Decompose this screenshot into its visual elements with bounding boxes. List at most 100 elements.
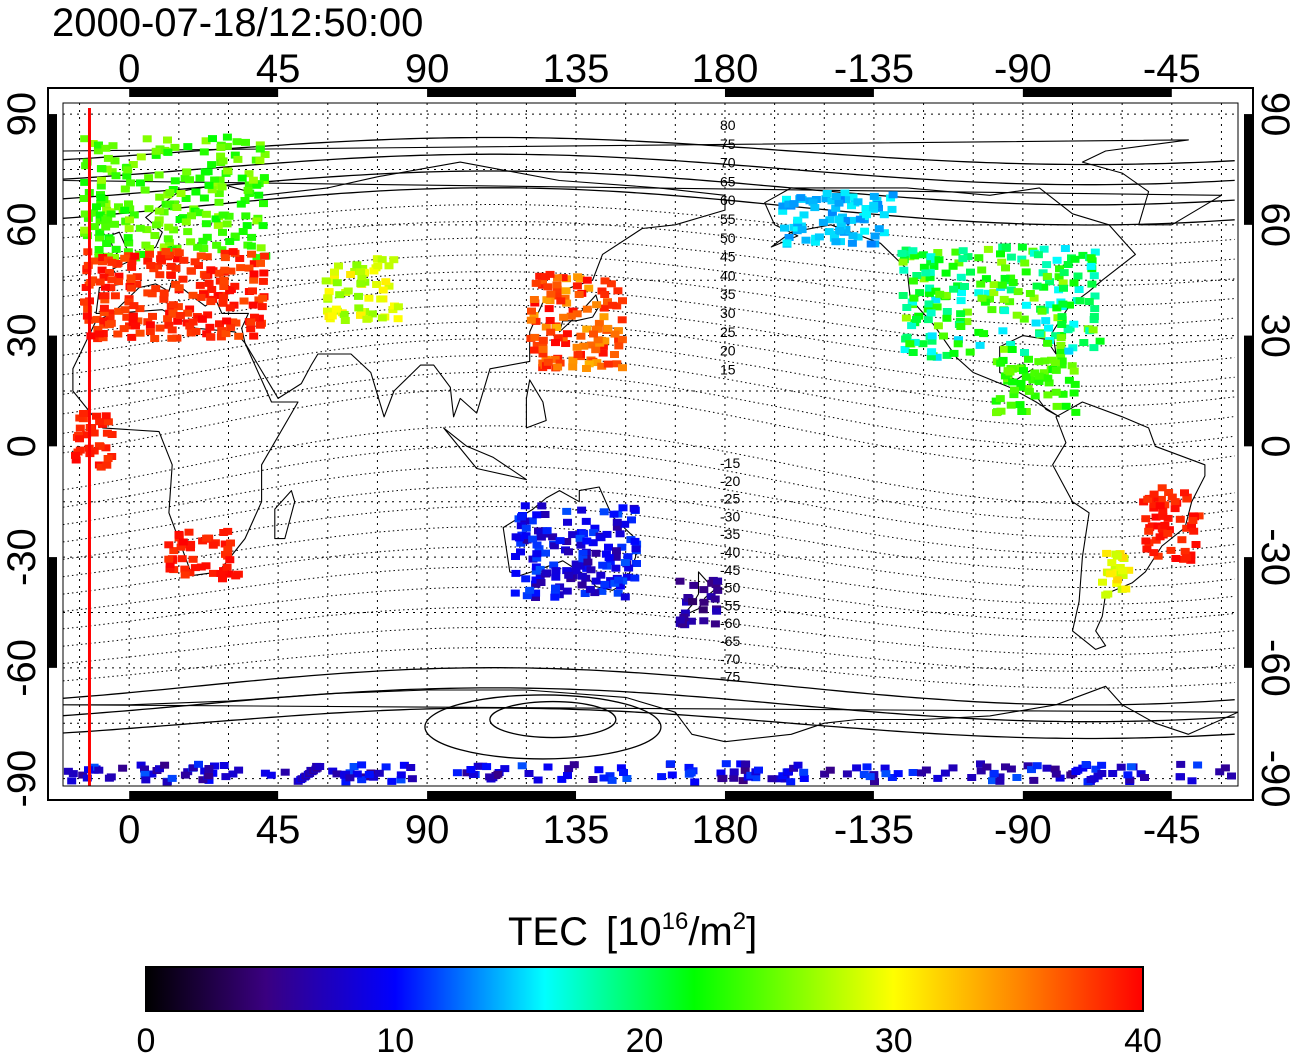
- tec-point: [957, 289, 966, 297]
- tec-point: [927, 348, 937, 356]
- tec-point: [836, 238, 845, 246]
- tec-point: [1029, 776, 1039, 784]
- tec-point: [821, 195, 831, 203]
- mag-lat-contour: [63, 485, 1235, 555]
- tec-point: [1089, 272, 1099, 280]
- tec-point: [225, 304, 235, 312]
- tec-point: [1181, 554, 1191, 562]
- tec-point: [667, 771, 677, 779]
- tec-point: [1056, 341, 1066, 349]
- tec-point: [407, 775, 417, 783]
- tec-point: [1025, 290, 1035, 297]
- tec-point: [1041, 317, 1051, 325]
- top-lon-label: -90: [994, 47, 1052, 91]
- tec-point: [555, 537, 565, 545]
- tec-point: [100, 296, 110, 304]
- tec-point: [786, 778, 796, 786]
- tec-point: [604, 554, 614, 562]
- tec-point: [1160, 521, 1170, 529]
- tec-point: [1016, 383, 1026, 391]
- contour-label: 35: [720, 286, 736, 302]
- tec-point: [609, 510, 619, 518]
- tec-point: [258, 294, 268, 302]
- tec-point: [840, 217, 850, 224]
- tec-point: [932, 303, 942, 311]
- tec-point: [105, 236, 115, 244]
- tec-point: [542, 296, 552, 304]
- tec-point: [987, 306, 997, 314]
- tec-point: [526, 316, 536, 324]
- tec-point: [591, 346, 601, 354]
- tec-point: [912, 272, 922, 279]
- tec-point: [335, 291, 345, 299]
- tec-point: [1017, 408, 1027, 415]
- tec-point: [948, 262, 958, 270]
- tec-point: [172, 334, 182, 342]
- tec-point: [847, 239, 857, 247]
- tec-point: [246, 318, 256, 326]
- tec-point: [538, 277, 547, 285]
- tec-point: [532, 554, 542, 562]
- tec-point: [92, 203, 101, 211]
- tec-point: [101, 200, 111, 208]
- tec-point: [572, 282, 582, 290]
- frame-tick: [1244, 557, 1253, 668]
- tec-point: [220, 254, 230, 262]
- tec-point: [599, 304, 609, 312]
- tec-point: [83, 305, 93, 313]
- colorbar: [145, 966, 1144, 1012]
- tec-point: [908, 277, 918, 285]
- tec-point: [1017, 255, 1027, 263]
- tec-point: [1006, 253, 1016, 261]
- tec-point: [568, 363, 578, 371]
- tec-point: [796, 194, 806, 202]
- tec-point: [173, 255, 182, 263]
- tec-point: [171, 264, 181, 272]
- tec-point: [869, 192, 879, 200]
- tec-point: [78, 771, 88, 779]
- tec-point: [1055, 265, 1064, 273]
- tec-point: [793, 761, 803, 769]
- tec-point: [592, 359, 602, 367]
- tec-point: [1187, 777, 1197, 785]
- tec-point: [236, 200, 246, 208]
- tec-point: [75, 414, 85, 422]
- tec-point: [562, 507, 572, 515]
- tec-point: [591, 549, 601, 557]
- tec-point: [784, 234, 794, 241]
- tec-point: [1124, 566, 1134, 574]
- tec-point: [1157, 484, 1167, 492]
- tec-point: [226, 267, 236, 275]
- tec-point: [614, 342, 624, 350]
- colorbar-tick-label: 30: [875, 1022, 913, 1057]
- tec-point: [530, 346, 539, 354]
- tec-point: [1215, 768, 1225, 776]
- tec-point: [767, 775, 777, 783]
- tec-point: [466, 766, 476, 773]
- tec-point: [96, 194, 106, 202]
- tec-point: [713, 577, 723, 585]
- tec-point: [582, 325, 592, 333]
- tec-point: [1151, 513, 1161, 521]
- tec-point: [572, 310, 582, 318]
- tec-point: [199, 194, 209, 202]
- tec-point: [123, 166, 133, 174]
- tec-point: [784, 768, 793, 776]
- tec-point: [713, 586, 723, 594]
- tec-point: [206, 298, 216, 306]
- tec-point: [538, 350, 548, 358]
- tec-point: [1147, 522, 1157, 530]
- tec-point: [204, 765, 214, 772]
- tec-point: [1175, 773, 1185, 781]
- tec-point: [923, 316, 933, 324]
- mag-lat-contour: [63, 338, 1235, 407]
- tec-point: [949, 349, 959, 357]
- tec-point: [93, 335, 103, 343]
- tec-point: [1088, 326, 1098, 334]
- tec-point: [835, 227, 845, 234]
- tec-point: [917, 769, 926, 777]
- tec-point: [280, 768, 290, 776]
- tec-point: [222, 133, 232, 141]
- tec-point: [216, 333, 226, 341]
- tec-point: [778, 207, 788, 215]
